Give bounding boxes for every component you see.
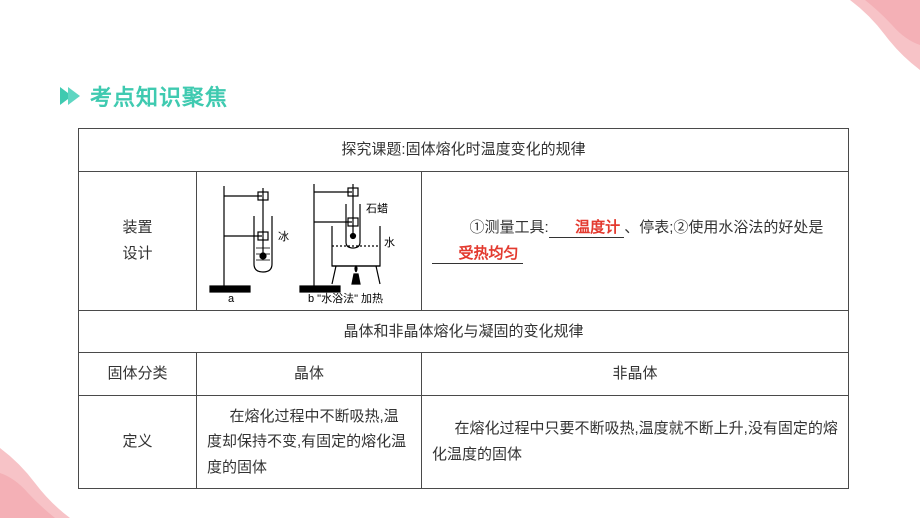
label-water: 水	[384, 236, 395, 249]
blank-tool: 温度计	[549, 219, 625, 238]
blank-benefit: 受热均匀	[432, 245, 523, 264]
desc-suffix	[523, 245, 538, 262]
apparatus-desc: ①测量工具:温度计、停表;②使用水浴法的好处是受热均匀	[422, 171, 849, 310]
desc-prefix: ①测量工具:	[455, 219, 549, 236]
corner-decor-bl	[0, 428, 90, 518]
rule-row: 晶体和非晶体熔化与凝固的变化规律	[79, 310, 849, 353]
def-noncrystal: 在熔化过程中只要不断吸热,温度就不断上升,没有固定的熔化温度的固体	[422, 395, 849, 489]
corner-decor-tr	[830, 0, 920, 90]
section-header: 考点知识聚焦	[60, 80, 228, 112]
label-b: b "水浴法" 加热	[308, 291, 383, 305]
cat-noncrystal: 非晶体	[422, 353, 849, 396]
label-ice: 冰	[278, 230, 289, 243]
apparatus-diagram: 冰 a	[204, 176, 414, 306]
apparatus-label: 装置 设计	[79, 171, 197, 310]
label-a: a	[228, 293, 235, 305]
section-title: 考点知识聚焦	[90, 80, 228, 112]
def-crystal: 在熔化过程中不断吸热,温度却保持不变,有固定的熔化温度的固体	[197, 395, 422, 489]
topic-row: 探究课题:固体熔化时温度变化的规律	[79, 129, 849, 172]
chevrons-icon	[60, 87, 80, 105]
def-label: 定义	[79, 395, 197, 489]
content-table: 探究课题:固体熔化时温度变化的规律 装置 设计	[78, 128, 848, 489]
cat-label: 固体分类	[79, 353, 197, 396]
apparatus-diagram-cell: 冰 a	[197, 171, 422, 310]
label-wax: 石蜡	[366, 202, 388, 215]
cat-crystal: 晶体	[197, 353, 422, 396]
desc-mid: 、停表;②使用水浴法的好处是	[624, 219, 823, 236]
